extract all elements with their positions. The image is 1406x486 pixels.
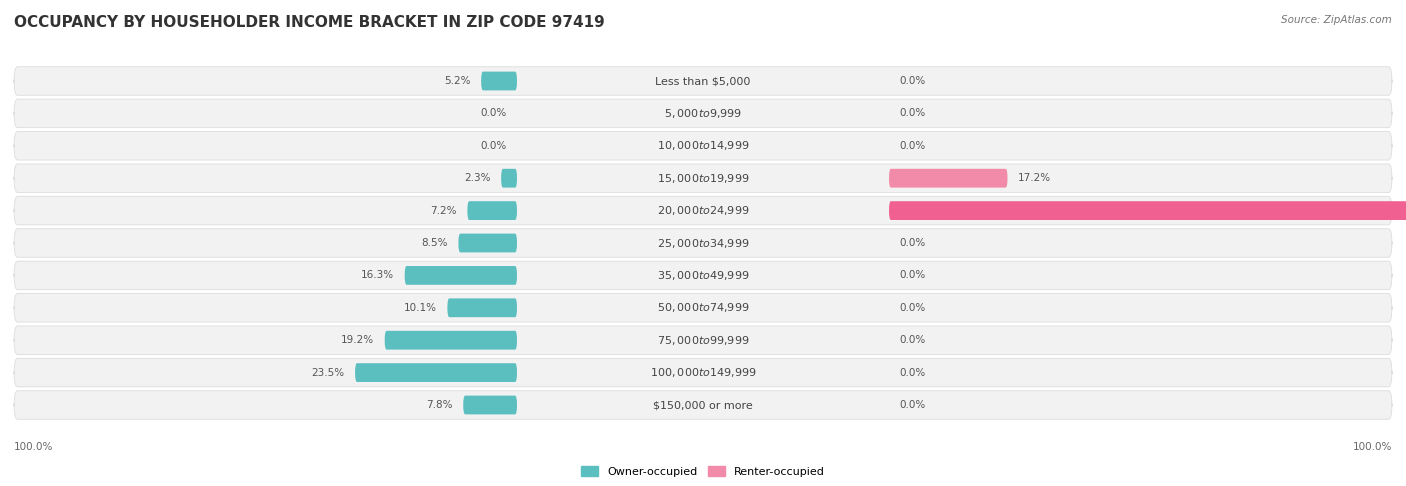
Text: 100.0%: 100.0% — [1353, 442, 1392, 452]
Text: 0.0%: 0.0% — [481, 141, 506, 151]
FancyBboxPatch shape — [463, 396, 517, 415]
FancyBboxPatch shape — [14, 261, 1392, 290]
Text: OCCUPANCY BY HOUSEHOLDER INCOME BRACKET IN ZIP CODE 97419: OCCUPANCY BY HOUSEHOLDER INCOME BRACKET … — [14, 15, 605, 30]
FancyBboxPatch shape — [501, 169, 517, 188]
Text: 5.2%: 5.2% — [444, 76, 471, 86]
Text: 0.0%: 0.0% — [900, 76, 925, 86]
Legend: Owner-occupied, Renter-occupied: Owner-occupied, Renter-occupied — [576, 462, 830, 481]
FancyBboxPatch shape — [467, 201, 517, 220]
Text: 23.5%: 23.5% — [312, 367, 344, 378]
FancyBboxPatch shape — [14, 164, 1392, 192]
Text: 17.2%: 17.2% — [1018, 173, 1050, 183]
Text: 0.0%: 0.0% — [900, 238, 925, 248]
FancyBboxPatch shape — [481, 71, 517, 90]
Text: 100.0%: 100.0% — [14, 442, 53, 452]
Text: 0.0%: 0.0% — [900, 400, 925, 410]
FancyBboxPatch shape — [14, 67, 1392, 95]
Text: 0.0%: 0.0% — [900, 367, 925, 378]
FancyBboxPatch shape — [14, 99, 1392, 128]
Text: $75,000 to $99,999: $75,000 to $99,999 — [657, 334, 749, 347]
Text: 7.2%: 7.2% — [430, 206, 457, 216]
FancyBboxPatch shape — [889, 169, 1008, 188]
Text: 0.0%: 0.0% — [900, 141, 925, 151]
Text: Source: ZipAtlas.com: Source: ZipAtlas.com — [1281, 15, 1392, 25]
FancyBboxPatch shape — [14, 132, 1392, 160]
Text: 8.5%: 8.5% — [422, 238, 449, 248]
FancyBboxPatch shape — [14, 229, 1392, 257]
Text: 0.0%: 0.0% — [900, 108, 925, 119]
Text: $50,000 to $74,999: $50,000 to $74,999 — [657, 301, 749, 314]
Text: $5,000 to $9,999: $5,000 to $9,999 — [664, 107, 742, 120]
Text: $15,000 to $19,999: $15,000 to $19,999 — [657, 172, 749, 185]
Text: 10.1%: 10.1% — [404, 303, 437, 313]
Text: $10,000 to $14,999: $10,000 to $14,999 — [657, 139, 749, 152]
FancyBboxPatch shape — [14, 391, 1392, 419]
FancyBboxPatch shape — [385, 331, 517, 349]
Text: 19.2%: 19.2% — [342, 335, 374, 345]
FancyBboxPatch shape — [447, 298, 517, 317]
Text: Less than $5,000: Less than $5,000 — [655, 76, 751, 86]
FancyBboxPatch shape — [14, 358, 1392, 387]
FancyBboxPatch shape — [356, 363, 517, 382]
FancyBboxPatch shape — [14, 196, 1392, 225]
FancyBboxPatch shape — [14, 294, 1392, 322]
Text: 0.0%: 0.0% — [900, 303, 925, 313]
Text: $20,000 to $24,999: $20,000 to $24,999 — [657, 204, 749, 217]
Text: 0.0%: 0.0% — [481, 108, 506, 119]
Text: $35,000 to $49,999: $35,000 to $49,999 — [657, 269, 749, 282]
FancyBboxPatch shape — [14, 326, 1392, 354]
Text: 7.8%: 7.8% — [426, 400, 453, 410]
Text: $100,000 to $149,999: $100,000 to $149,999 — [650, 366, 756, 379]
Text: $25,000 to $34,999: $25,000 to $34,999 — [657, 237, 749, 249]
FancyBboxPatch shape — [889, 201, 1406, 220]
Text: 0.0%: 0.0% — [900, 335, 925, 345]
FancyBboxPatch shape — [405, 266, 517, 285]
Text: 2.3%: 2.3% — [464, 173, 491, 183]
FancyBboxPatch shape — [458, 234, 517, 252]
Text: 16.3%: 16.3% — [361, 270, 394, 280]
Text: 0.0%: 0.0% — [900, 270, 925, 280]
Text: $150,000 or more: $150,000 or more — [654, 400, 752, 410]
